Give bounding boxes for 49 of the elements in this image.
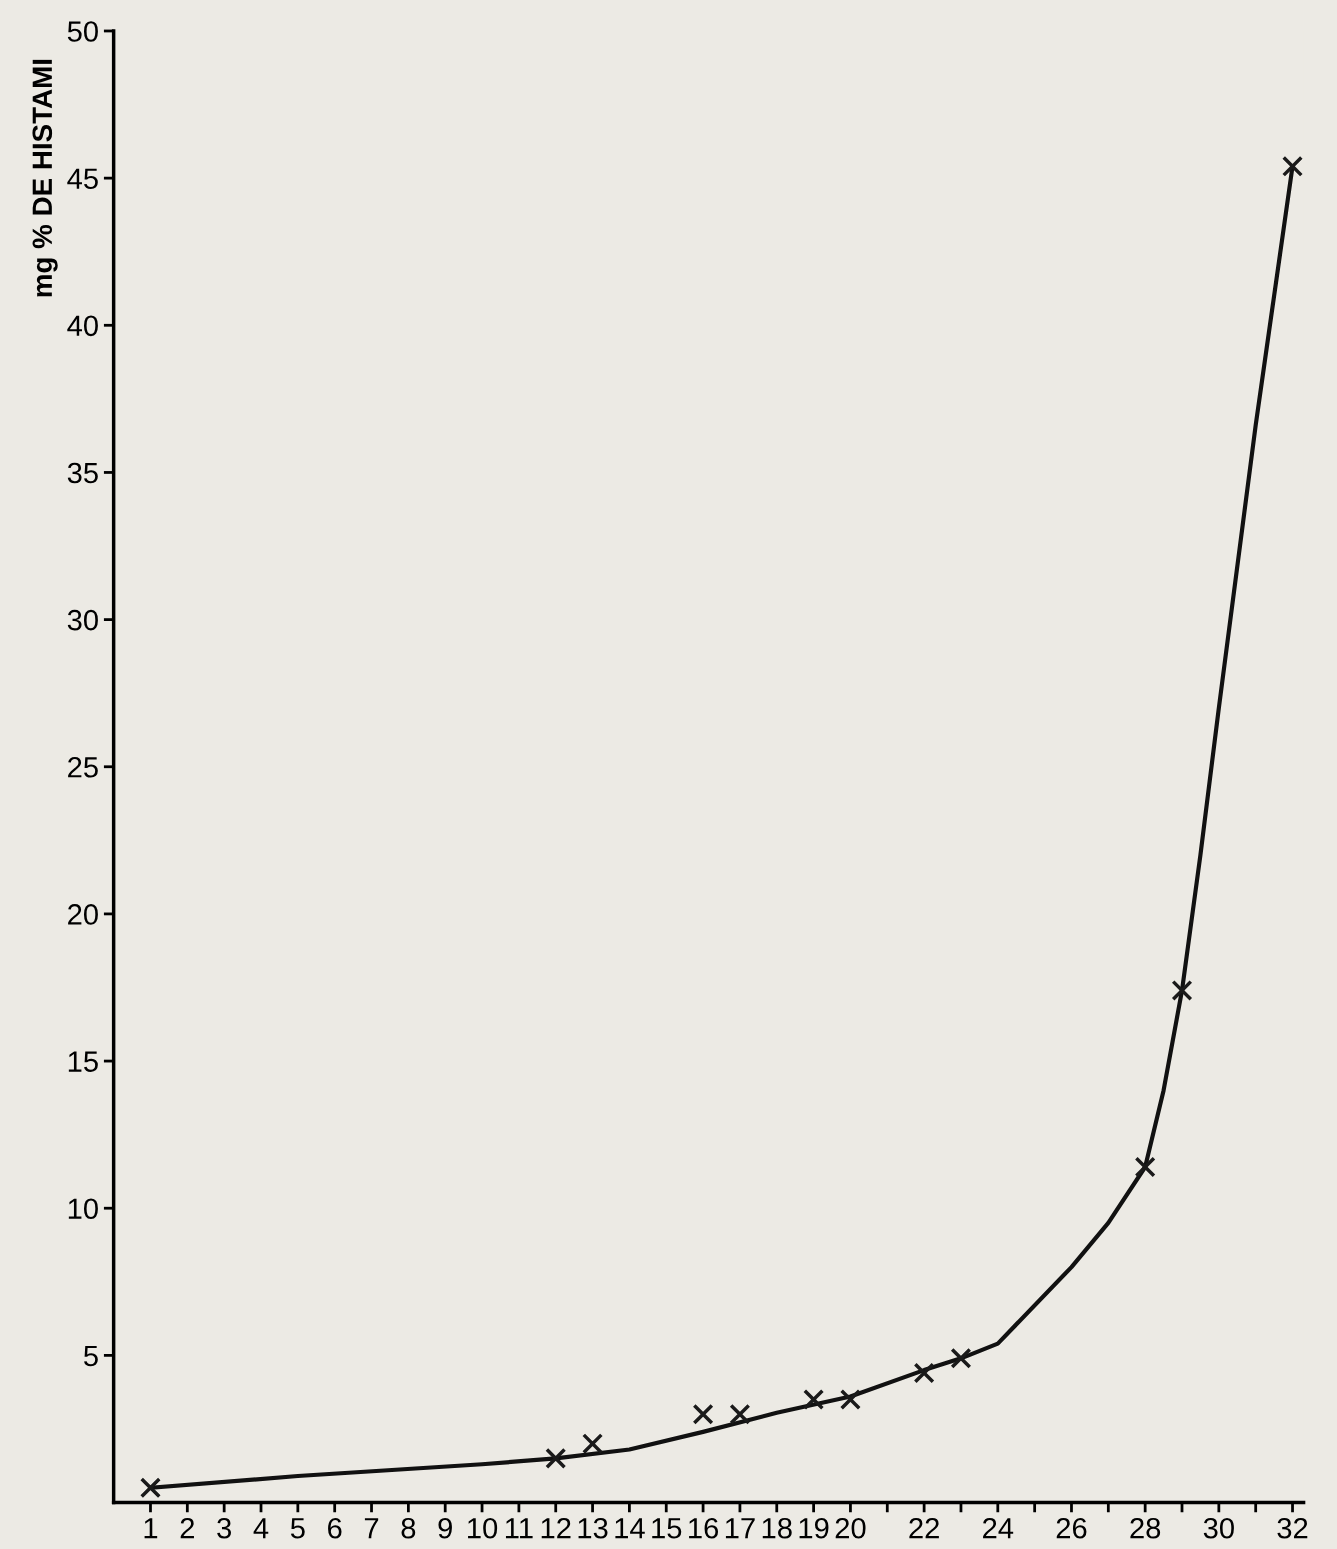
y-tick-label: 30: [67, 609, 98, 631]
y-tick-label: 25: [68, 756, 98, 778]
x-tick-label: 11: [505, 1518, 533, 1539]
point: [950, 1347, 972, 1369]
y-tick-label: 35: [67, 462, 98, 484]
y-tick-label: 15: [68, 1051, 98, 1072]
x-tick-label: 22: [909, 1517, 939, 1539]
x-tick-label: 8: [401, 1517, 416, 1539]
x-tick-label: 28: [1130, 1517, 1161, 1539]
x-tick-label: 19: [799, 1517, 829, 1539]
x-tick-label: 30: [1203, 1517, 1234, 1539]
x-tick-label: 7: [364, 1518, 379, 1539]
x-tick-label: 4: [253, 1518, 269, 1539]
x-tick-label: 16: [689, 1517, 719, 1539]
x-tick-label: 17: [725, 1518, 755, 1539]
point: [1134, 1156, 1156, 1178]
x-tick-label: 15: [652, 1518, 682, 1539]
x-tick-label: 6: [328, 1517, 342, 1539]
x-tick-label: 12: [541, 1517, 571, 1539]
x-tick-label: 20: [835, 1517, 866, 1539]
y-tick-label: 5: [84, 1345, 98, 1367]
y-tick-label: 45: [67, 168, 98, 189]
x-tick-label: 9: [438, 1517, 452, 1539]
point: [803, 1389, 825, 1411]
point: [582, 1433, 604, 1455]
x-tick-label: 1: [144, 1518, 158, 1539]
x-tick-label: 26: [1056, 1517, 1087, 1539]
x-tick-label: 10: [468, 1517, 498, 1539]
point: [729, 1403, 751, 1425]
x-tick-label: 2: [180, 1517, 194, 1539]
x-tick-label: 14: [615, 1518, 645, 1539]
point: [545, 1447, 567, 1469]
point: [913, 1362, 935, 1384]
point: [139, 1477, 162, 1499]
x-tick-label: 5: [290, 1518, 305, 1539]
point: [1282, 155, 1304, 177]
x-tick-label: 18: [762, 1517, 792, 1539]
x-tick-label: 3: [217, 1517, 231, 1539]
y-tick-label: 20: [68, 904, 98, 925]
point: [692, 1403, 714, 1425]
y-tick-label: 40: [67, 315, 98, 337]
x-tick-label: 24: [983, 1517, 1014, 1539]
point: [1171, 979, 1193, 1001]
y-tick-label: 10: [68, 1198, 98, 1220]
x-tick-label: 13: [578, 1517, 608, 1539]
point: [839, 1389, 861, 1411]
x-tick-label: 32: [1277, 1517, 1308, 1539]
y-tick-label: 50: [67, 21, 98, 42]
y-axis-title: mg % DE HISTAMI: [32, 59, 58, 297]
